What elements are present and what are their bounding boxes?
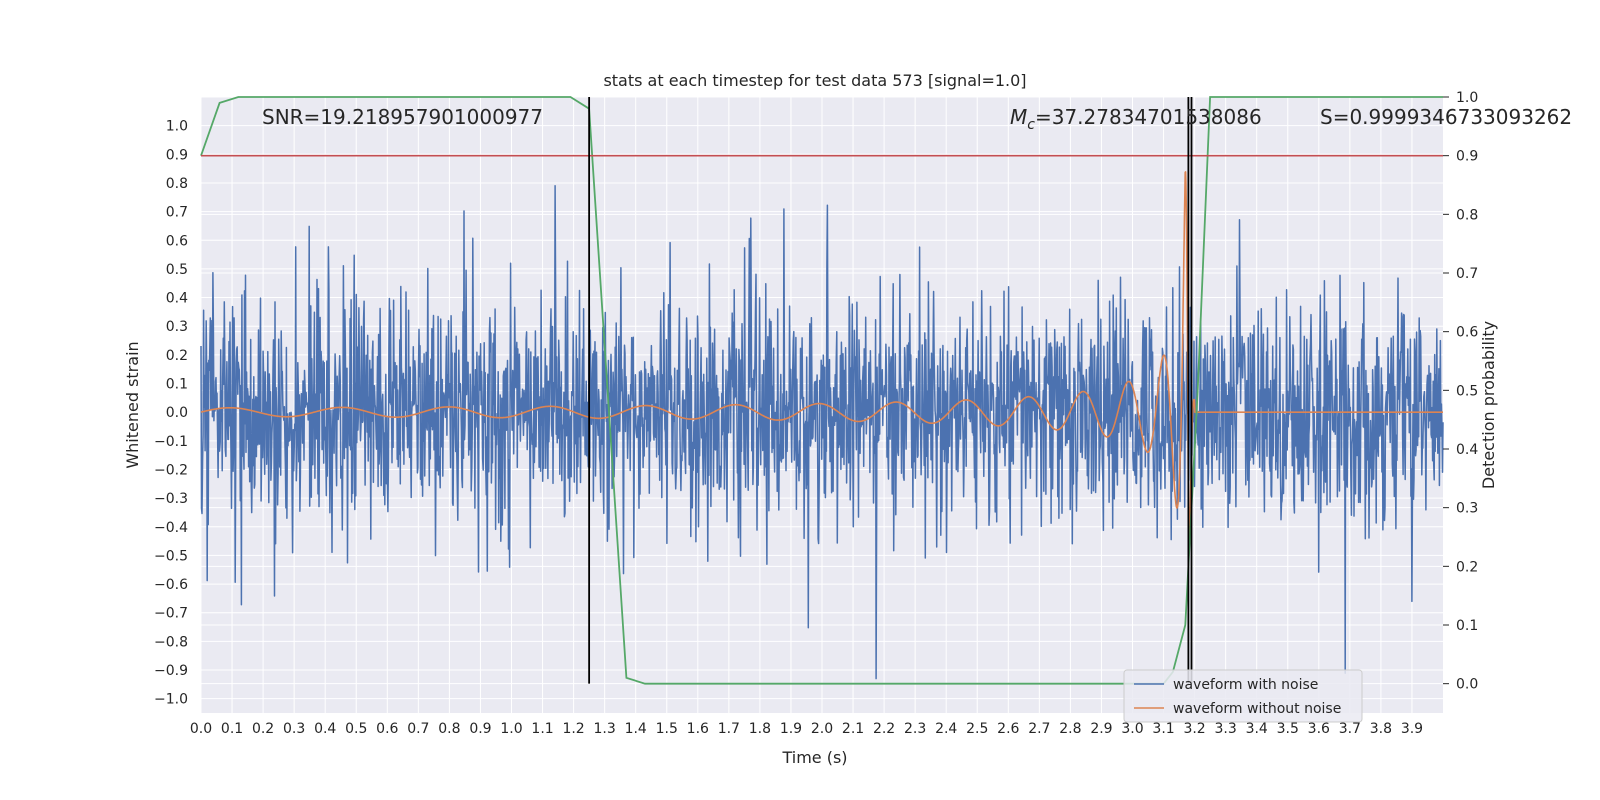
x-tick-label: 0.8 — [438, 721, 460, 737]
y-tick-label: 0.4 — [166, 291, 188, 307]
legend-label-noise: waveform with noise — [1173, 677, 1318, 693]
probability-line — [200, 96, 1443, 685]
x-tick-label: 0.5 — [345, 721, 367, 737]
x-tick-label: 2.8 — [1059, 721, 1081, 737]
x-tick-label: 1.9 — [780, 721, 802, 737]
y-tick-label: −1.0 — [154, 692, 188, 708]
mc-subscript: c — [1027, 117, 1035, 133]
x-tick-label: 3.7 — [1339, 721, 1361, 737]
chart-title: stats at each timestep for test data 573… — [603, 71, 1026, 90]
mc-annotation: Mc=37.27834701538086 — [1010, 105, 1262, 133]
y-tick-label: −0.6 — [154, 577, 188, 593]
y2-axis-label: Detection probability — [1479, 321, 1498, 489]
x-tick-label: 2.9 — [1090, 721, 1112, 737]
x-tick-label: 2.3 — [904, 721, 926, 737]
y-tick-label: 0.3 — [166, 319, 188, 335]
x-tick-label: 2.2 — [873, 721, 895, 737]
x-tick-label: 1.0 — [500, 721, 522, 737]
legend: waveform with noise waveform without noi… — [1123, 669, 1363, 723]
x-tick-label: 2.5 — [966, 721, 988, 737]
x-tick-label: 1.3 — [594, 721, 616, 737]
y-tick-label: 1.0 — [166, 119, 188, 135]
y-tick-label: 0.8 — [166, 176, 188, 192]
x-tick-label: 1.6 — [687, 721, 709, 737]
legend-label-clean: waveform without noise — [1173, 701, 1341, 717]
x-tick-label: 2.6 — [997, 721, 1019, 737]
y-tick-label: 0.2 — [166, 348, 188, 364]
y2-tick-label: 0.3 — [1456, 501, 1478, 517]
y-axis-label: Whitened strain — [123, 341, 142, 468]
y-tick-label: −0.9 — [154, 663, 188, 679]
y2-tick-label: 0.2 — [1456, 559, 1478, 575]
y2-tick-label: 0.4 — [1456, 442, 1478, 458]
y-tick-label: −0.4 — [154, 520, 188, 536]
x-tick-label: 2.7 — [1028, 721, 1050, 737]
series-waveform-with-noise — [200, 184, 1444, 680]
x-tick-label: 2.1 — [842, 721, 864, 737]
x-tick-label: 3.5 — [1277, 721, 1299, 737]
vertical-markers — [588, 97, 1193, 684]
noise-line — [200, 184, 1444, 680]
y-tick-label: 0.0 — [166, 405, 188, 421]
mc-value: =37.27834701538086 — [1035, 105, 1262, 129]
x-tick-label: 1.5 — [656, 721, 678, 737]
chirp-line — [200, 171, 1444, 539]
y2-tick-label: 1.0 — [1456, 90, 1478, 106]
x-tick-label: 0.0 — [190, 721, 212, 737]
x-tick-label: 1.2 — [562, 721, 584, 737]
y2-axis-ticks: 1.0 0.9 0.8 0.7 0.6 0.5 0.4 0.3 0.2 0.1 0.0 — [1443, 90, 1478, 693]
x-tick-label: 2.4 — [935, 721, 957, 737]
series-waveform-without-noise — [200, 171, 1444, 539]
x-tick-label: 3.8 — [1370, 721, 1392, 737]
y2-tick-label: 0.5 — [1456, 383, 1478, 399]
y-tick-label: 0.7 — [166, 205, 188, 221]
s-annotation: S=0.9999346733093262 — [1320, 105, 1572, 129]
y-tick-label: 0.5 — [166, 262, 188, 278]
x-axis-ticks: 0.0 0.1 0.2 0.3 0.4 0.5 0.6 0.7 0.8 0.9 1.0 1.1 1.2 1… — [190, 721, 1423, 737]
x-tick-label: 1.1 — [531, 721, 553, 737]
x-tick-label: 1.7 — [718, 721, 740, 737]
legend-box — [1123, 669, 1363, 723]
y2-tick-label: 0.0 — [1456, 677, 1478, 693]
y-tick-label: 0.9 — [166, 147, 188, 163]
y2-tick-label: 0.9 — [1456, 149, 1478, 165]
x-tick-label: 2.0 — [811, 721, 833, 737]
y-tick-label: −0.5 — [154, 548, 188, 564]
series-detection-probability — [200, 96, 1443, 685]
x-tick-label: 3.1 — [1152, 721, 1174, 737]
y-tick-label: −0.1 — [154, 434, 188, 450]
y-tick-label: 0.1 — [166, 377, 188, 393]
x-axis-label: Time (s) — [781, 748, 847, 767]
x-tick-label: 0.6 — [376, 721, 398, 737]
x-tick-label: 0.3 — [283, 721, 305, 737]
x-tick-label: 0.4 — [314, 721, 336, 737]
x-tick-label: 3.4 — [1246, 721, 1268, 737]
x-tick-label: 3.0 — [1121, 721, 1143, 737]
x-tick-label: 1.4 — [625, 721, 647, 737]
y2-tick-label: 0.8 — [1456, 207, 1478, 223]
snr-annotation: SNR=19.218957901000977 — [262, 105, 543, 129]
y2-tick-label: 0.1 — [1456, 618, 1478, 634]
x-tick-label: 0.1 — [221, 721, 243, 737]
y2-tick-label: 0.7 — [1456, 266, 1478, 282]
x-tick-label: 3.6 — [1308, 721, 1330, 737]
y-tick-label: −0.2 — [154, 462, 188, 478]
y-tick-label: −0.7 — [154, 606, 188, 622]
mc-symbol: M — [1010, 105, 1027, 129]
x-tick-label: 3.2 — [1183, 721, 1205, 737]
y2-tick-label: 0.6 — [1456, 325, 1478, 341]
x-tick-label: 0.9 — [469, 721, 491, 737]
x-tick-label: 0.2 — [252, 721, 274, 737]
x-tick-label: 1.8 — [749, 721, 771, 737]
y-axis-ticks: 1.0 0.9 0.8 0.7 0.6 0.5 0.4 0.3 0.2 0.1 0.0 −0.1 −0.… — [154, 119, 188, 708]
x-tick-label: 3.9 — [1401, 721, 1423, 737]
y-tick-label: −0.8 — [154, 634, 188, 650]
x-tick-label: 3.3 — [1215, 721, 1237, 737]
x-tick-label: 0.7 — [407, 721, 429, 737]
y-tick-label: −0.3 — [154, 491, 188, 507]
y-tick-label: 0.6 — [166, 233, 188, 249]
